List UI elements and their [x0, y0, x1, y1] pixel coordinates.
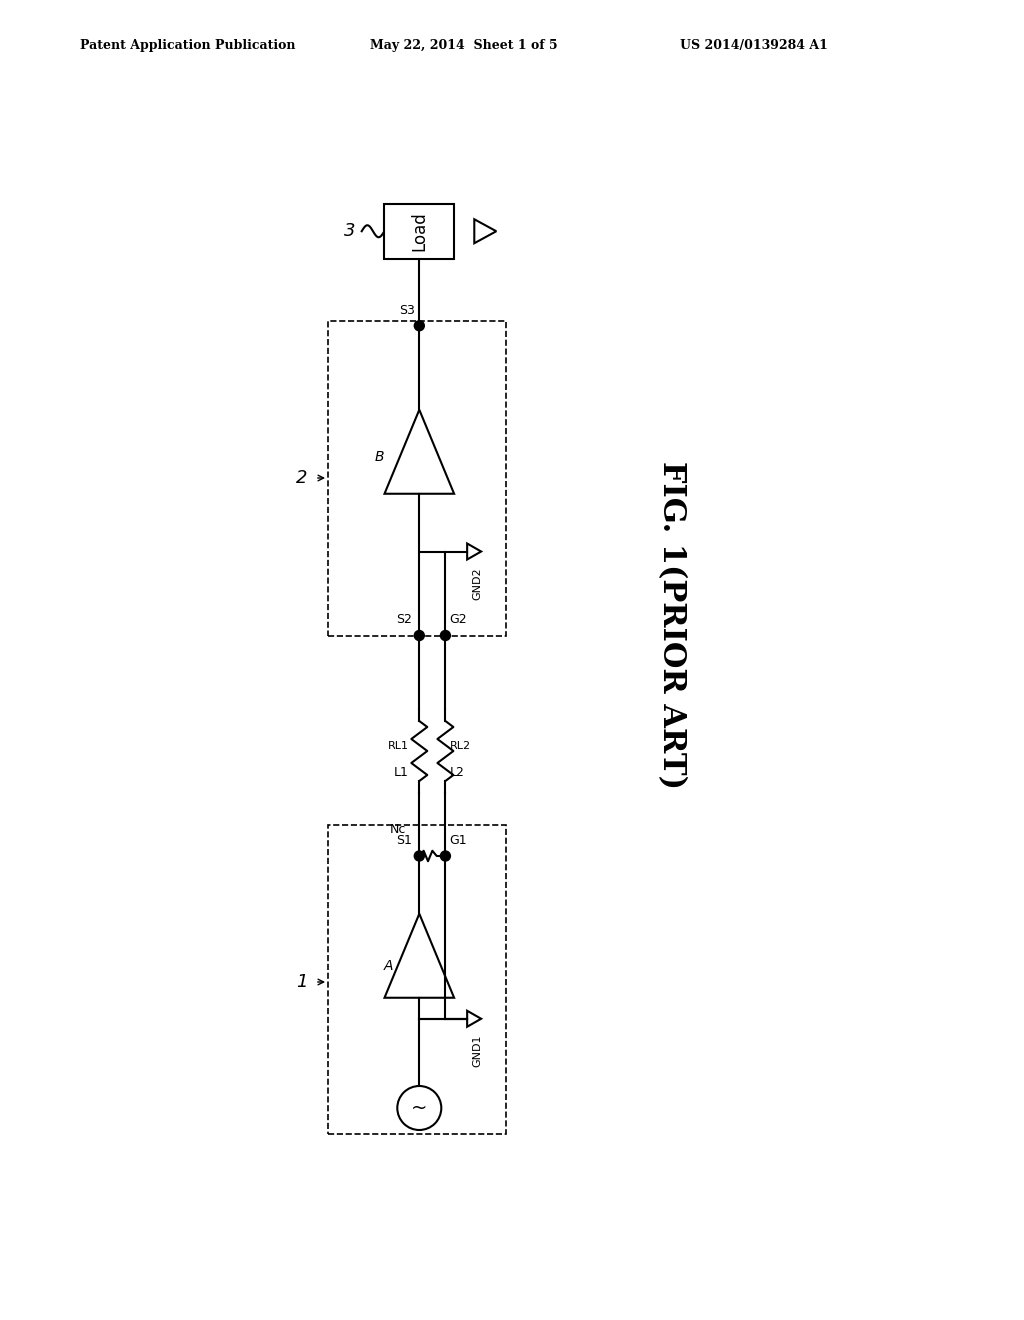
Circle shape: [415, 631, 424, 640]
Text: G1: G1: [450, 834, 467, 846]
Text: S1: S1: [396, 834, 413, 846]
Text: May 22, 2014  Sheet 1 of 5: May 22, 2014 Sheet 1 of 5: [370, 38, 558, 51]
Text: GND2: GND2: [472, 568, 482, 601]
Circle shape: [415, 321, 424, 331]
FancyBboxPatch shape: [384, 203, 455, 259]
Text: 2: 2: [296, 469, 307, 487]
Text: FIG. 1(PRIOR ART): FIG. 1(PRIOR ART): [656, 461, 687, 789]
Text: Load: Load: [411, 211, 428, 251]
Circle shape: [415, 851, 424, 861]
Text: S2: S2: [396, 614, 413, 626]
Text: Nc: Nc: [390, 824, 407, 837]
Text: G2: G2: [450, 614, 467, 626]
Text: 3: 3: [344, 222, 355, 240]
Text: RL1: RL1: [388, 741, 409, 751]
Text: L2: L2: [450, 766, 465, 779]
Text: ~: ~: [411, 1098, 427, 1118]
Circle shape: [440, 631, 451, 640]
Text: L1: L1: [394, 766, 409, 779]
Text: Patent Application Publication: Patent Application Publication: [80, 38, 296, 51]
Text: S3: S3: [399, 304, 415, 317]
Text: US 2014/0139284 A1: US 2014/0139284 A1: [680, 38, 827, 51]
Text: A: A: [384, 960, 393, 973]
Text: B: B: [375, 450, 384, 465]
Text: 1: 1: [296, 973, 307, 991]
Circle shape: [440, 851, 451, 861]
Text: GND1: GND1: [472, 1035, 482, 1068]
Text: RL2: RL2: [450, 741, 471, 751]
